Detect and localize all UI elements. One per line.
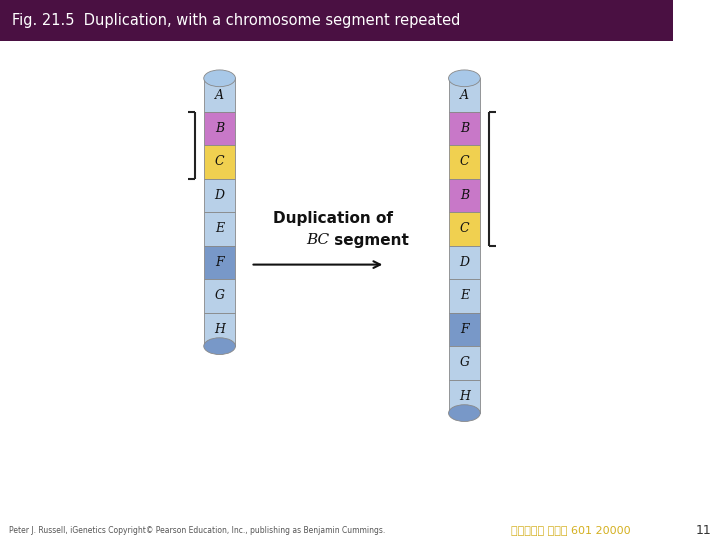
Text: 台大農藝系 遺傳學 601 20000: 台大農藝系 遺傳學 601 20000 [511,525,631,535]
FancyBboxPatch shape [204,279,235,313]
FancyBboxPatch shape [204,112,235,145]
Text: A: A [215,89,224,102]
FancyBboxPatch shape [449,112,480,145]
FancyBboxPatch shape [449,279,480,313]
FancyBboxPatch shape [204,246,235,279]
Ellipse shape [204,70,235,87]
FancyBboxPatch shape [449,212,480,246]
Text: H: H [459,390,470,403]
FancyBboxPatch shape [204,145,235,179]
FancyBboxPatch shape [449,145,480,179]
Text: segment: segment [329,233,409,248]
FancyBboxPatch shape [449,380,480,413]
Text: 11: 11 [696,524,711,537]
Ellipse shape [449,70,480,87]
Text: A: A [460,89,469,102]
FancyBboxPatch shape [449,246,480,279]
FancyBboxPatch shape [204,212,235,246]
Text: E: E [215,222,224,235]
FancyBboxPatch shape [204,179,235,212]
FancyBboxPatch shape [449,78,480,112]
Text: G: G [215,289,225,302]
Text: Fig. 21.5  Duplication, with a chromosome segment repeated: Fig. 21.5 Duplication, with a chromosome… [12,13,461,28]
Text: C: C [215,156,225,168]
Text: BC: BC [306,233,329,247]
Text: G: G [459,356,469,369]
FancyBboxPatch shape [204,313,235,346]
Text: Peter J. Russell, iGenetics Copyright© Pearson Education, Inc., publishing as Be: Peter J. Russell, iGenetics Copyright© P… [9,526,385,535]
Text: Duplication of: Duplication of [273,211,392,226]
Text: B: B [215,122,224,135]
Text: B: B [460,189,469,202]
Text: B: B [460,122,469,135]
Text: C: C [459,222,469,235]
Text: D: D [459,256,469,269]
Text: H: H [214,323,225,336]
FancyBboxPatch shape [449,179,480,212]
FancyBboxPatch shape [449,313,480,346]
Text: F: F [215,256,224,269]
FancyBboxPatch shape [204,78,235,112]
Text: F: F [460,323,469,336]
Text: D: D [215,189,225,202]
Ellipse shape [449,405,480,421]
Text: C: C [459,156,469,168]
Text: E: E [460,289,469,302]
Ellipse shape [204,338,235,355]
FancyBboxPatch shape [449,346,480,380]
FancyBboxPatch shape [0,0,673,40]
